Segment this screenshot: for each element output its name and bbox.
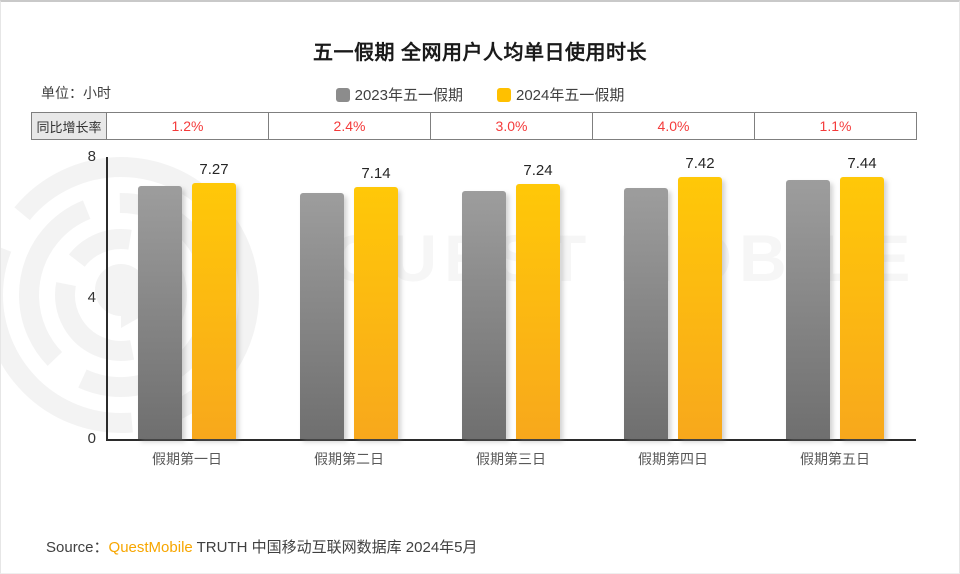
y-axis-tick-label: 8	[87, 148, 96, 165]
x-axis-category-label: 假期第四日	[638, 451, 708, 467]
yoy-growth-label: 同比增长率	[32, 113, 106, 139]
bar-value-label: 7.44	[847, 155, 877, 172]
source-prefix: Source：	[46, 539, 109, 556]
y-axis-tick-label: 4	[87, 289, 96, 306]
legend-item-2024: 2024年五一假期	[497, 84, 624, 105]
x-axis-category-label: 假期第三日	[476, 451, 546, 467]
bar-value-label: 7.24	[523, 162, 553, 179]
x-axis-category-label: 假期第五日	[800, 451, 870, 467]
chart-legend: 2023年五一假期 2024年五一假期	[1, 84, 959, 105]
legend-swatch-icon	[497, 87, 511, 102]
source-suffix: TRUTH 中国移动互联网数据库 2024年5月	[192, 539, 478, 556]
bar-2024-假期第二日	[354, 187, 398, 439]
y-axis	[106, 157, 108, 439]
bar-2024-假期第三日	[516, 184, 560, 439]
bar-value-label: 7.27	[199, 161, 229, 178]
x-axis	[106, 439, 916, 441]
bar-value-label: 7.42	[685, 155, 715, 172]
legend-swatch-icon	[335, 87, 350, 102]
bar-2023-假期第三日	[462, 191, 506, 439]
yoy-growth-value: 1.2%	[106, 113, 268, 139]
bar-2024-假期第四日	[678, 177, 722, 439]
page-title: 五一假期 全网用户人均单日使用时长	[312, 42, 648, 64]
y-axis-tick-label: 0	[87, 430, 96, 447]
legend-label: 2023年五一假期	[354, 87, 463, 104]
yoy-growth-value: 3.0%	[430, 113, 592, 139]
yoy-growth-value: 2.4%	[268, 113, 430, 139]
source-brand: QuestMobile	[108, 539, 193, 556]
legend-label: 2024年五一假期	[516, 87, 625, 104]
bar-2023-假期第一日	[138, 186, 182, 439]
x-axis-category-label: 假期第二日	[314, 451, 384, 467]
bar-2023-假期第五日	[786, 180, 830, 439]
legend-item-2023: 2023年五一假期	[335, 84, 463, 105]
x-axis-category-label: 假期第一日	[152, 451, 222, 467]
bar-2024-假期第一日	[192, 183, 236, 439]
yoy-growth-value: 1.1%	[754, 113, 916, 139]
bar-2023-假期第二日	[300, 193, 344, 439]
bar-2023-假期第四日	[624, 188, 668, 439]
bar-value-label: 7.14	[361, 165, 391, 182]
yoy-growth-value: 4.0%	[592, 113, 754, 139]
unit-label: 单位：小时	[41, 85, 111, 101]
yoy-growth-table: 同比增长率 1.2% 2.4% 3.0% 4.0% 1.1%	[31, 112, 917, 140]
source-line: Source：QuestMobile TRUTH 中国移动互联网数据库 2024…	[46, 536, 478, 557]
bar-2024-假期第五日	[840, 177, 884, 439]
